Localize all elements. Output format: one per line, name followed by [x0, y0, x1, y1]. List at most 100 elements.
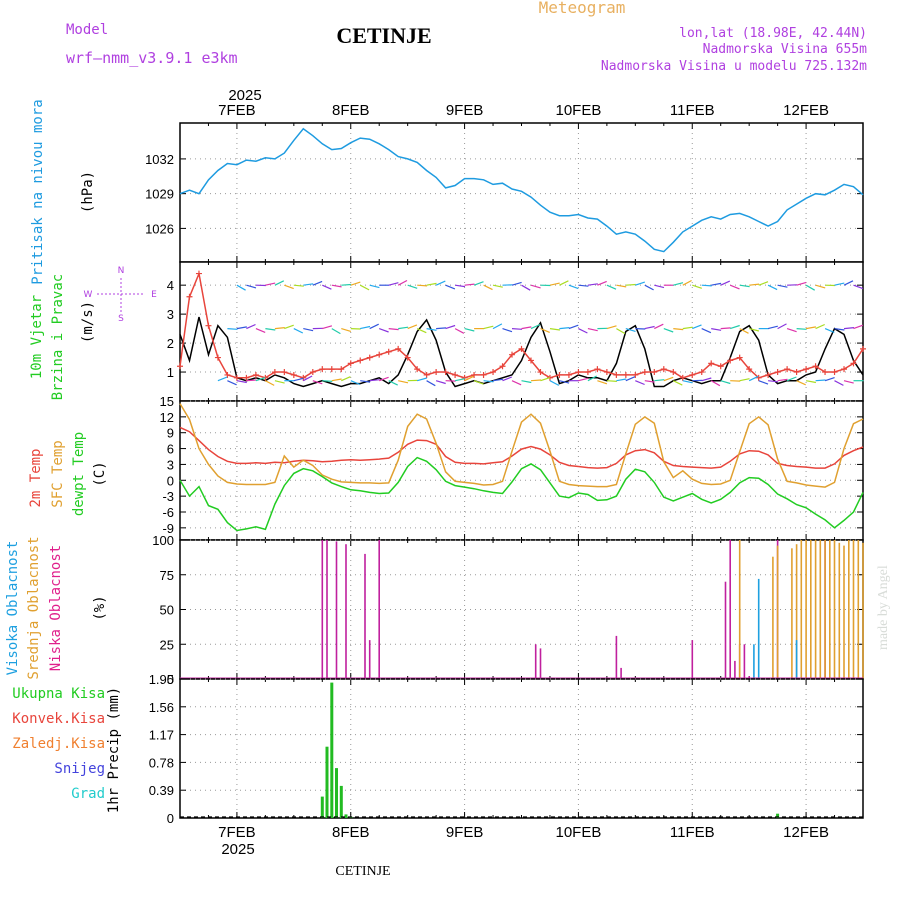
- gust-marker: [309, 369, 316, 376]
- wind-arrow: [492, 323, 503, 330]
- wind-arrow: [284, 284, 294, 290]
- cloud-bar: [753, 644, 755, 680]
- wind-arrow: [331, 328, 341, 335]
- wind-arrow: [796, 380, 806, 386]
- cloud-ytick-label: 0: [167, 672, 174, 687]
- cloud-ytick-label: 100: [152, 533, 174, 548]
- gust-marker: [594, 366, 601, 373]
- wind-arrow: [312, 380, 323, 385]
- gust-marker: [385, 348, 392, 355]
- wind-arrow: [625, 283, 636, 286]
- wind-arrow: [739, 378, 750, 382]
- wind-arrow: [587, 328, 598, 332]
- wind-arrow: [549, 380, 560, 386]
- wind-arrow: [255, 377, 266, 382]
- wind-arrow: [483, 380, 494, 383]
- precip-legend-item: Zaledj.Kisa: [12, 736, 105, 752]
- gust-marker: [708, 360, 715, 367]
- wind-arrow: [739, 328, 749, 334]
- wind-arrow: [350, 281, 361, 286]
- wind-arrow: [805, 380, 817, 384]
- wind-arrow: [265, 282, 276, 286]
- precip-bar: [344, 814, 348, 818]
- pressure-series-line: [179, 127, 864, 253]
- wind-arrow: [417, 377, 427, 382]
- pressure-frame: [179, 122, 864, 263]
- gust-marker: [660, 366, 667, 373]
- temperature-series-dewpt-temp: [179, 456, 864, 532]
- gust-marker: [177, 363, 183, 370]
- wind-arrow: [398, 380, 409, 384]
- cloud-bar: [805, 540, 807, 679]
- wind-arrow: [692, 284, 702, 289]
- wind-arrow: [265, 328, 276, 331]
- gust-marker: [319, 366, 326, 373]
- wind-arrow: [843, 327, 855, 330]
- compass-east: E: [151, 290, 157, 300]
- wind-arrow: [303, 283, 314, 286]
- gust-marker: [641, 369, 648, 376]
- wind-arrow: [625, 376, 636, 382]
- wind-series-speed: [179, 316, 864, 388]
- precip-ytick-label: 0.78: [149, 755, 174, 770]
- wind-arrow: [701, 328, 712, 334]
- gust-marker: [290, 371, 297, 378]
- wind-arrow: [853, 284, 864, 290]
- wind-arrow: [398, 326, 409, 330]
- wind-arrow: [720, 280, 731, 286]
- wind-arrow: [511, 281, 522, 286]
- gust-marker: [850, 360, 857, 367]
- wind-arrow: [407, 324, 418, 330]
- wind-arrow: [749, 283, 760, 286]
- wind-arrow: [777, 284, 788, 288]
- bottom-day-label: 7FEB: [218, 824, 256, 841]
- precip-ytick-label: 1.95: [149, 672, 174, 687]
- cloud-bar: [795, 640, 798, 679]
- gust-marker: [433, 369, 440, 376]
- wind-arrow: [673, 380, 683, 386]
- cloud-bar: [539, 648, 542, 679]
- top-day-label: 10FEB: [555, 102, 601, 119]
- wind-arrow: [559, 327, 570, 330]
- wind-arrow: [644, 284, 654, 291]
- wind-arrow: [720, 327, 731, 330]
- cloud-bar: [857, 540, 860, 679]
- wind-arrow: [568, 284, 579, 290]
- wind-arrow: [322, 380, 333, 382]
- top-year-label: 2025: [228, 87, 261, 104]
- wind-arrow: [284, 324, 294, 330]
- cloud-bar: [335, 541, 338, 679]
- wind-arrow: [834, 282, 845, 286]
- cloud-bar: [776, 545, 779, 679]
- wind-arrow: [274, 280, 285, 286]
- wind-arrow: [682, 380, 693, 384]
- cloud-bar: [814, 540, 817, 679]
- wind-arrow: [729, 284, 740, 290]
- wind-arrow: [559, 380, 570, 384]
- precip-unit-label: 1hr Precip (mm): [106, 687, 122, 813]
- wind-arrow: [692, 324, 702, 330]
- gust-marker: [537, 369, 544, 376]
- wind-arrow: [322, 325, 333, 330]
- wind-arrow: [521, 326, 532, 330]
- wind-arrow: [236, 380, 247, 384]
- cloud-bar: [862, 542, 864, 679]
- compass-west: W: [84, 290, 93, 300]
- cloud-bar: [772, 556, 774, 679]
- gust-marker: [205, 322, 212, 329]
- wind-arrow: [341, 376, 351, 382]
- gust-marker: [376, 351, 383, 358]
- wind-arrow: [369, 379, 380, 382]
- cloud-ytick-label: 50: [160, 603, 174, 618]
- cloud-bar: [368, 640, 371, 679]
- side-labels: Pritisak na nivou mora (hPa) 10m Vjetar Brz…: [5, 99, 157, 813]
- wind-arrow: [824, 328, 835, 333]
- wind-arrow: [464, 283, 475, 286]
- wind-arrow: [654, 284, 665, 289]
- wind-arrow: [464, 328, 475, 332]
- cloud-bar: [734, 660, 736, 679]
- temperature-ytick-label: 0: [167, 473, 174, 488]
- cloud-bar: [378, 540, 380, 679]
- wind-arrow: [341, 283, 352, 286]
- wind-arrow: [767, 284, 778, 291]
